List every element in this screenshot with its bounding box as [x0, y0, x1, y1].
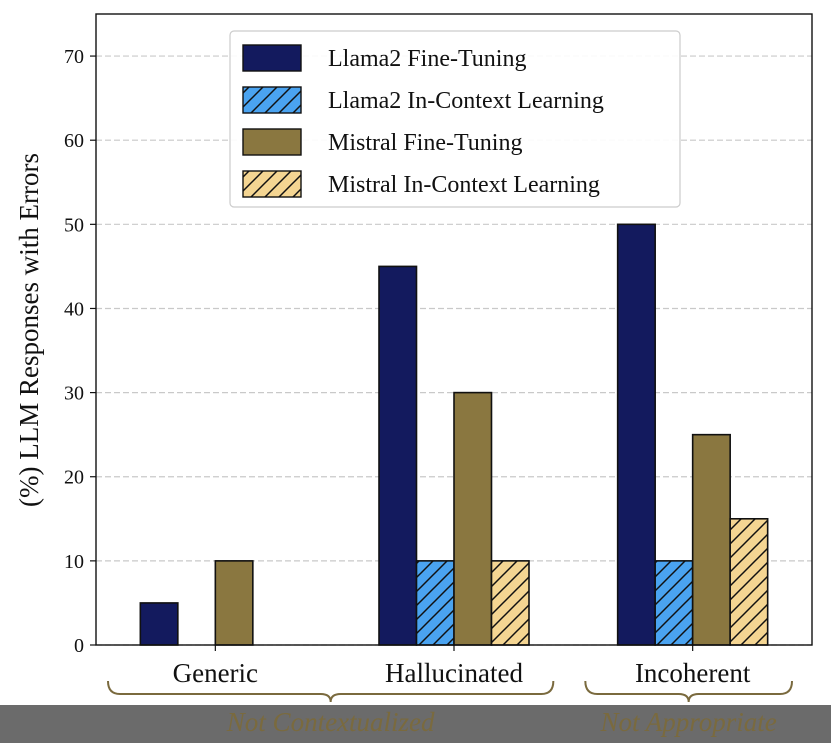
legend-label: Llama2 In-Context Learning: [328, 88, 604, 114]
bar: [490, 560, 530, 646]
legend-swatch: [242, 128, 302, 156]
category-group-label: Not Appropriate: [600, 707, 777, 737]
legend-swatch: [242, 170, 302, 198]
legend-label: Llama2 Fine-Tuning: [328, 46, 526, 72]
y-tick-label: 30: [64, 383, 84, 405]
y-tick-label: 60: [64, 130, 84, 152]
legend-label: Mistral Fine-Tuning: [328, 130, 522, 156]
x-categories: Generic Hallucinated Incoherent: [173, 645, 751, 688]
legend-swatch: [242, 44, 302, 72]
y-tick-label: 0: [74, 635, 84, 657]
legend-label: Mistral In-Context Learning: [328, 172, 600, 198]
legend: Llama2 Fine-Tuning Llama2 In-Context Lear…: [229, 30, 681, 208]
category-group-label: Not Contextualized: [226, 707, 435, 737]
bar: [654, 560, 694, 646]
y-tick-label: 20: [64, 467, 84, 489]
bar: [616, 223, 656, 646]
y-ticks: 0 10 20 30 40 50 60 70: [64, 46, 96, 657]
bar: [139, 602, 179, 646]
y-tick-label: 50: [64, 214, 84, 236]
bottom-band: [0, 705, 831, 743]
bar: [691, 433, 731, 646]
category-group-brace: [107, 680, 555, 703]
y-tick-label: 40: [64, 298, 84, 320]
x-tick-label: Generic: [173, 658, 258, 688]
y-tick-label: 10: [64, 551, 84, 573]
bar: [729, 517, 769, 646]
y-tick-label: 70: [64, 46, 84, 68]
bar: [453, 391, 493, 646]
legend-swatch: [242, 86, 302, 114]
bars: [139, 223, 769, 646]
category-group-brace: [584, 680, 793, 703]
x-tick-label: Hallucinated: [385, 658, 523, 688]
legend-box: [229, 30, 681, 208]
x-tick-label: Incoherent: [635, 658, 751, 688]
y-axis-label: (%) LLM Responses with Errors: [14, 153, 44, 507]
category-groups: [107, 680, 793, 703]
